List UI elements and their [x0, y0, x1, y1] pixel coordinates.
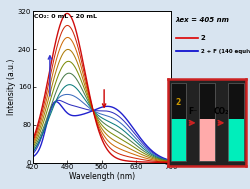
Y-axis label: Intensity (a.u.): Intensity (a.u.): [7, 59, 16, 115]
Bar: [227, 83, 243, 161]
Bar: [227, 83, 243, 119]
Bar: [227, 119, 243, 161]
Bar: [198, 119, 214, 161]
Bar: [170, 83, 185, 161]
Bar: [170, 83, 185, 119]
Bar: [170, 119, 185, 161]
Text: CO₂: CO₂: [213, 107, 228, 116]
X-axis label: Wavelength (nm): Wavelength (nm): [68, 172, 134, 181]
Bar: [198, 83, 214, 119]
Text: 2 + F (140 equiv): 2 + F (140 equiv): [200, 49, 250, 53]
Text: F⁻: F⁻: [187, 107, 196, 116]
Text: 2: 2: [200, 35, 205, 41]
Text: λex = 405 nm: λex = 405 nm: [175, 17, 229, 23]
Bar: [198, 83, 214, 161]
Text: 2: 2: [175, 98, 180, 107]
Text: CO₂: 0 mL – 20 mL: CO₂: 0 mL – 20 mL: [34, 14, 96, 19]
